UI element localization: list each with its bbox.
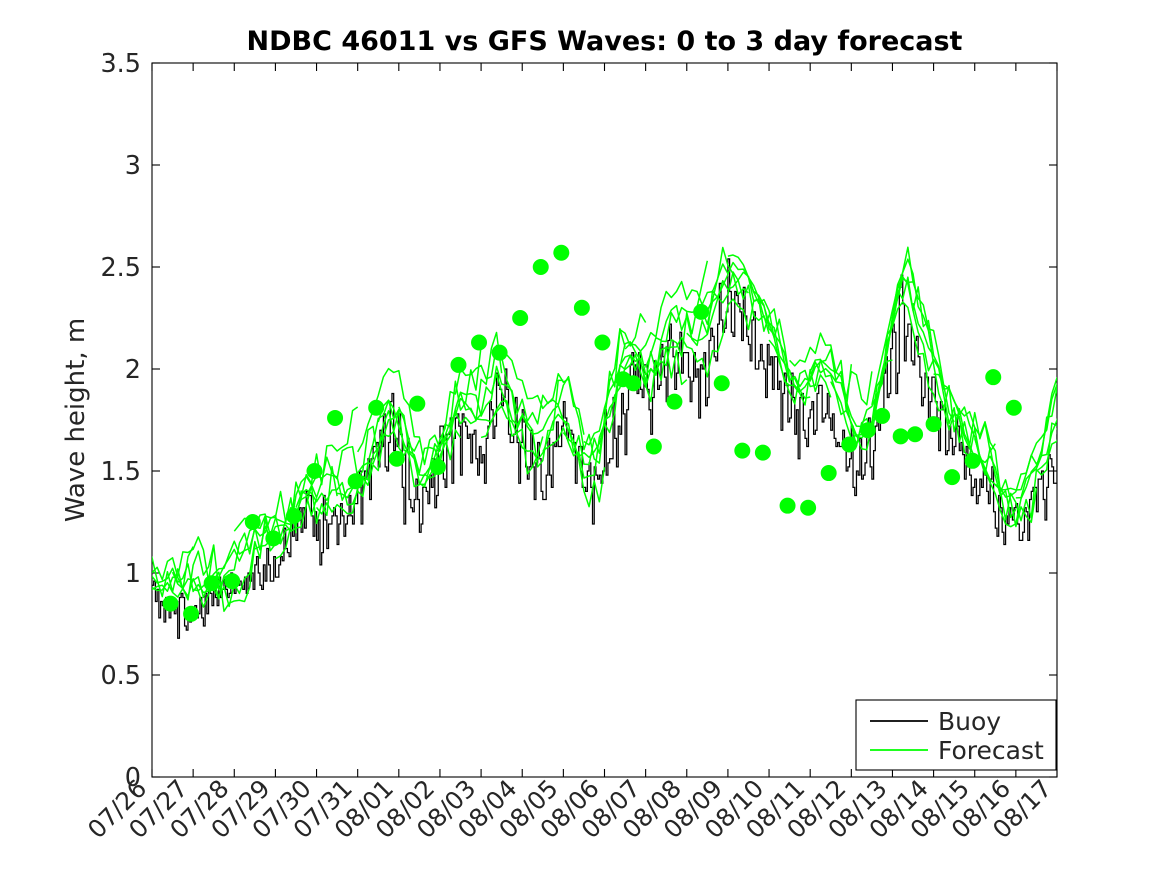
forecast-marker: [713, 375, 730, 392]
forecast-member-line: [850, 258, 976, 459]
forecast-marker: [491, 344, 508, 361]
forecast-marker: [859, 422, 876, 439]
forecast-marker: [306, 463, 323, 479]
forecast-marker: [779, 497, 796, 514]
forecast-member-line: [933, 373, 1057, 522]
legend-label-buoy: Buoy: [938, 707, 1001, 736]
forecast-marker: [625, 375, 642, 392]
forecast-marker: [874, 407, 891, 424]
forecast-marker: [203, 575, 220, 592]
forecast-marker: [388, 450, 405, 467]
forecast-marker: [800, 499, 817, 516]
y-tick-label: 1.5: [100, 457, 141, 487]
y-tick-label: 3: [125, 151, 141, 181]
forecast-marker: [224, 573, 241, 590]
forecast-marker: [429, 458, 446, 475]
forecast-marker: [512, 310, 529, 326]
forecast-marker: [532, 259, 549, 275]
forecast-member-line: [152, 536, 235, 591]
forecast-marker: [594, 334, 611, 351]
legend-label-forecast: Forecast: [938, 736, 1044, 765]
forecast-member-line: [912, 302, 1038, 528]
y-axis: 0 0.5 1 1.5 2 2.5 3 3.5: [100, 49, 1057, 793]
forecast-marker: [985, 369, 1002, 386]
forecast-marker: [409, 395, 426, 412]
forecast-member-line: [1035, 439, 1057, 472]
data-layer: [152, 244, 1057, 639]
forecast-marker: [265, 530, 282, 547]
forecast-marker: [450, 356, 467, 373]
y-tick-label: 0: [125, 763, 141, 793]
y-tick-label: 3.5: [100, 49, 141, 79]
forecast-marker: [1005, 399, 1022, 416]
forecast-marker: [285, 507, 302, 524]
forecast-member-line: [604, 274, 729, 421]
forecast-marker: [244, 514, 261, 530]
forecast-member-line: [891, 301, 1017, 519]
forecast-marker: [820, 465, 837, 482]
forecast-member-line: [747, 277, 873, 406]
forecast-marker: [925, 416, 942, 433]
forecast-marker: [645, 438, 662, 455]
forecast-marker: [734, 442, 751, 459]
forecast-marker: [693, 303, 710, 320]
forecast-member-line: [665, 298, 791, 383]
forecast-marker: [754, 444, 771, 461]
forecast-member-line: [624, 246, 749, 352]
forecast-member-line: [1056, 427, 1057, 430]
forecast-marker: [573, 299, 590, 316]
forecast-marker: [183, 605, 200, 622]
y-tick-label: 2.5: [100, 253, 141, 283]
legend-box: [855, 699, 1057, 771]
forecast-member-line: [213, 465, 338, 590]
forecast-member-line: [871, 276, 996, 453]
forecast-marker: [907, 426, 924, 443]
forecast-member-line: [377, 331, 503, 488]
forecast-marker: [666, 393, 683, 410]
chart-title: NDBC 46011 vs GFS Waves: 0 to 3 day fore…: [247, 26, 963, 57]
forecast-member-line: [583, 260, 709, 446]
forecast-marker: [964, 452, 981, 469]
forecast-member-line: [357, 346, 482, 466]
forecast-member-line: [521, 313, 647, 466]
forecast-marker: [368, 399, 385, 416]
forecast-member-line: [1015, 417, 1057, 499]
forecast-marker: [162, 595, 179, 612]
forecast-member-line: [480, 405, 606, 508]
forecast-member-line: [439, 379, 564, 468]
y-tick-label: 1: [125, 559, 141, 589]
forecast-marker: [553, 244, 570, 261]
y-tick-label: 2: [125, 355, 141, 385]
forecast-member-line: [994, 383, 1057, 498]
y-axis-label: Wave height, m: [61, 318, 91, 522]
forecast-marker: [327, 409, 344, 426]
forecast-member-line: [562, 345, 688, 459]
forecast-marker-group: [162, 244, 1022, 622]
forecast-member-line: [460, 365, 585, 435]
forecast-member-line: [152, 544, 215, 601]
y-tick-label: 0.5: [100, 661, 141, 691]
forecast-marker: [944, 469, 961, 486]
forecast-member-line: [974, 386, 1057, 491]
forecast-marker: [841, 436, 858, 453]
forecast-marker: [347, 473, 364, 490]
forecast-marker: [471, 334, 488, 351]
forecast-marker: [892, 428, 909, 445]
